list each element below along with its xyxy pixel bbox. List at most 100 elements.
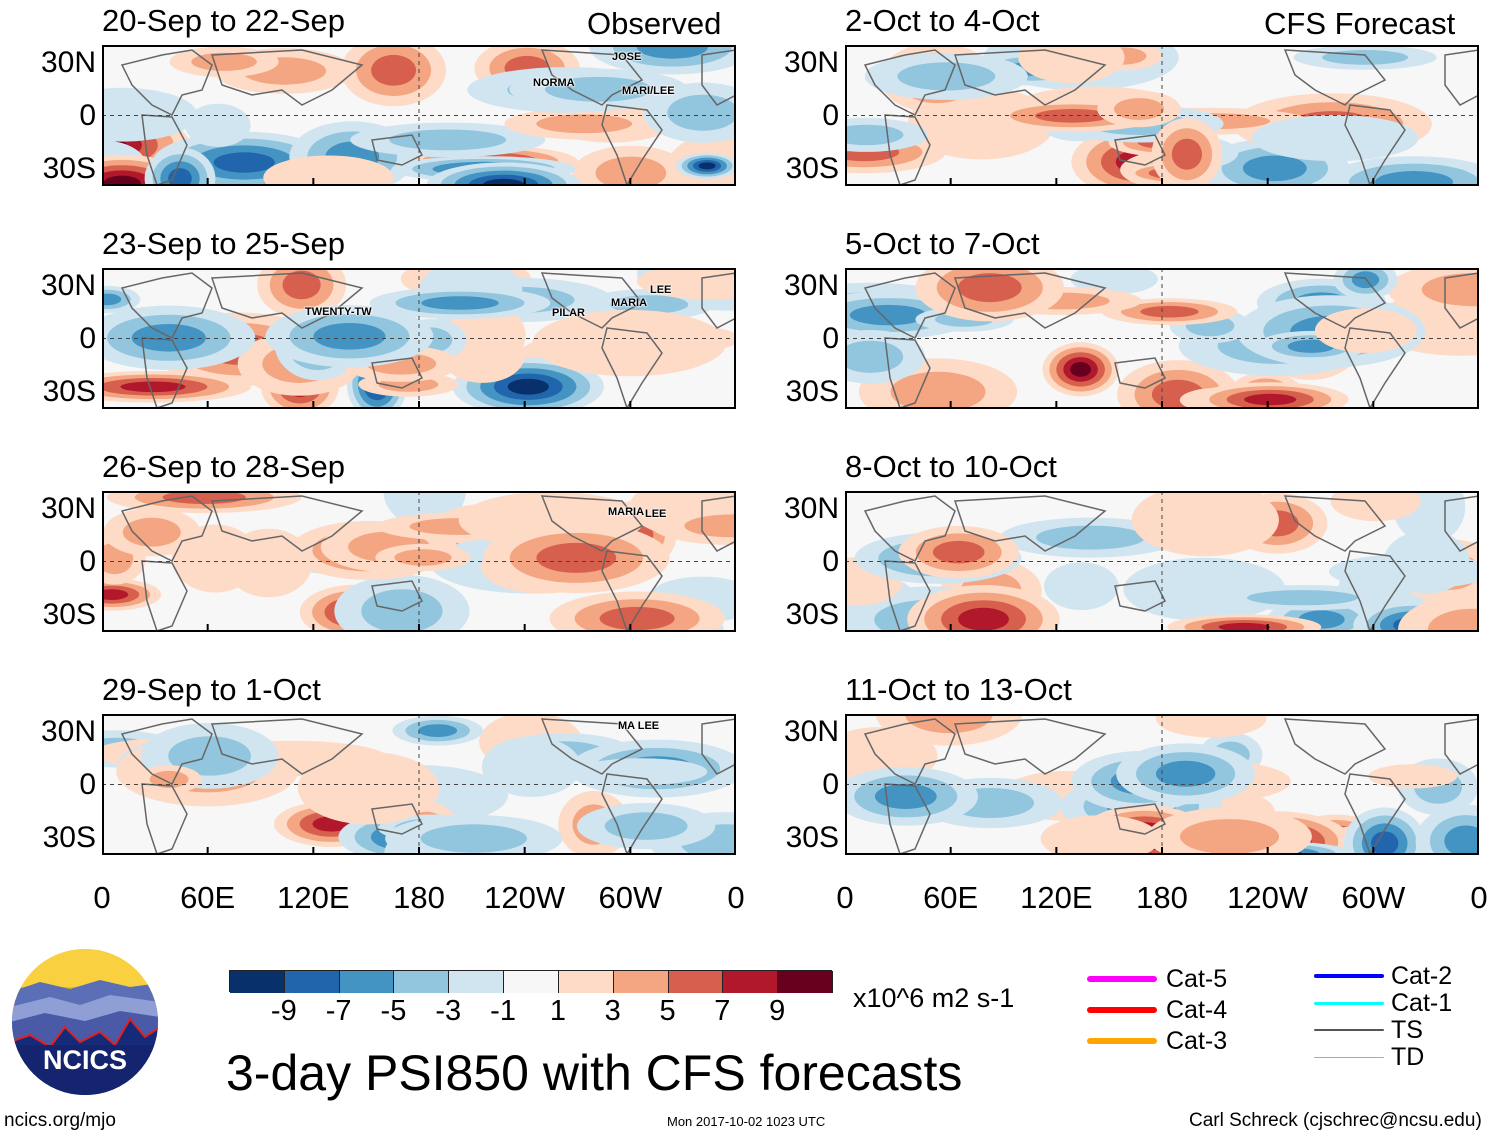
anomaly-contour <box>532 309 727 377</box>
anomaly-contour <box>225 528 313 598</box>
anomaly-contour <box>1155 760 1216 787</box>
lat-label: 30N <box>783 46 839 79</box>
coastline <box>141 560 188 632</box>
anomaly-contour <box>120 381 186 393</box>
anomaly-contour <box>389 129 507 151</box>
legend-swatch <box>1314 1001 1384 1005</box>
colorbar-swatch <box>558 971 614 993</box>
anomaly-contour <box>418 724 458 737</box>
anomaly-contour <box>1375 171 1453 186</box>
anomaly-contour <box>263 155 394 186</box>
coastline <box>120 718 213 786</box>
anomaly-contour <box>595 156 667 186</box>
coastline <box>1114 134 1167 166</box>
map-panel: JOSE NORMA MARI/LEE <box>102 45 736 186</box>
map-panel: MA LEE <box>102 714 736 855</box>
coastline <box>1444 718 1479 775</box>
legend-swatch <box>1087 1038 1157 1044</box>
lat-label: 0 <box>79 322 96 355</box>
anomaly-contour <box>849 304 927 326</box>
coastline <box>884 783 931 855</box>
colorbar-swatch <box>394 971 450 993</box>
legend-label: TS <box>1391 1016 1423 1044</box>
lon-label: 0 <box>836 880 854 915</box>
anomaly-contour <box>102 589 129 600</box>
figure-title: 3-day PSI850 with CFS forecasts <box>226 1045 963 1101</box>
lon-label: 120W <box>484 880 566 915</box>
anomaly-contour <box>698 162 716 170</box>
lon-label: 180 <box>1136 880 1188 915</box>
footer-link[interactable]: ncics.org/mjo <box>4 1110 116 1131</box>
coastline <box>1114 357 1167 389</box>
anomaly-contour <box>481 736 582 797</box>
coastline <box>1114 580 1167 612</box>
colorbar-label: -7 <box>325 995 352 1027</box>
lon-label: 60W <box>598 880 663 915</box>
coastline <box>1444 495 1479 552</box>
coastline <box>884 560 931 632</box>
anomaly-contour <box>1155 714 1267 738</box>
panel-title: 23-Sep to 25-Sep <box>102 226 346 261</box>
panel-title: 5-Oct to 7-Oct <box>845 226 1040 261</box>
coastline <box>1344 104 1406 186</box>
legend-label: TD <box>1391 1043 1425 1071</box>
coastline <box>371 803 424 835</box>
coastline <box>701 272 736 329</box>
colorbar-label: 9 <box>769 995 786 1027</box>
anomaly-contour <box>313 323 386 350</box>
anomaly-contour <box>1421 273 1479 307</box>
coastline <box>141 337 188 409</box>
colorbar-swatch <box>449 971 505 993</box>
anomaly-contour <box>131 324 206 352</box>
coastline <box>1283 49 1387 106</box>
coastline <box>601 104 663 186</box>
coastline <box>371 134 424 166</box>
lat-label: 30S <box>42 152 96 185</box>
coastline <box>141 114 188 186</box>
colorbar-swatch <box>230 971 285 993</box>
anomaly-contour <box>957 273 1022 303</box>
coastline <box>701 49 736 106</box>
anomaly-contour <box>103 175 141 186</box>
lat-label: 30N <box>783 715 839 748</box>
storm-label: PILAR <box>552 307 585 319</box>
coastline <box>120 49 213 117</box>
storm-label: MARIA <box>611 297 648 309</box>
lat-label: 0 <box>822 768 839 801</box>
panel-title: 8-Oct to 10-Oct <box>845 449 1057 484</box>
anomaly-contour <box>213 152 275 173</box>
coastline <box>953 49 1107 106</box>
coastline <box>540 272 644 329</box>
coastline <box>1283 495 1387 552</box>
coastline <box>1444 272 1479 329</box>
coastline <box>141 783 188 855</box>
lat-label: 30S <box>42 598 96 631</box>
coastline <box>601 550 663 632</box>
anomaly-contour <box>297 751 440 825</box>
lat-label: 0 <box>79 768 96 801</box>
coastline <box>540 49 644 106</box>
colorbar-swatch <box>778 971 833 993</box>
anomaly-contour <box>905 714 993 734</box>
legend-label: Cat-4 <box>1166 996 1228 1024</box>
lon-label: 60E <box>923 880 979 915</box>
coastline <box>371 580 424 612</box>
anomaly-contour <box>122 517 181 547</box>
map-panel: TWENTY-TW PILAR MARIA LEE <box>102 268 736 409</box>
coastline <box>1344 550 1406 632</box>
coastline <box>1344 327 1406 409</box>
anomaly-contour <box>1244 393 1297 406</box>
colorbar-swatch <box>504 971 559 993</box>
author-credit: Carl Schreck (cjschrec@ncsu.edu) <box>1189 1110 1482 1131</box>
coastline <box>863 718 956 786</box>
lat-label: 0 <box>822 322 839 355</box>
lon-label: 120E <box>277 880 350 915</box>
lon-label: 0 <box>727 880 745 915</box>
timestamp: Mon 2017-10-02 1023 UTC <box>667 1114 826 1129</box>
coastline <box>1344 773 1406 855</box>
legend-label: Cat-2 <box>1391 962 1453 990</box>
lat-label: 30S <box>785 821 839 854</box>
coastline <box>540 718 644 775</box>
coastline <box>953 272 1107 329</box>
anomaly-contour <box>1070 268 1158 295</box>
